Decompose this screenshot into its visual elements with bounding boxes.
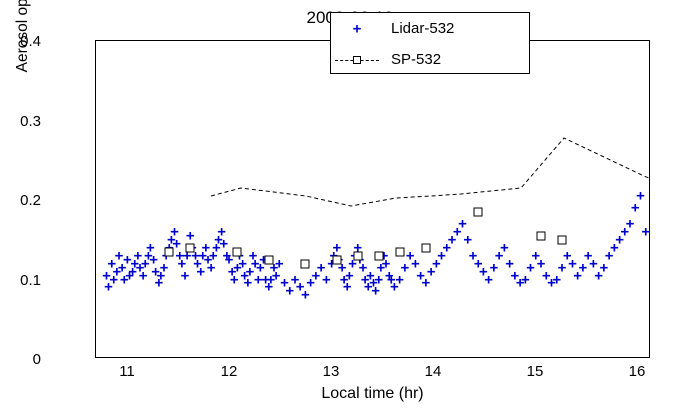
xtick-label-14: 14 [418,363,448,380]
ytick-label-0.1: 0.1 [11,272,41,289]
xtick-label-16: 16 [622,363,652,380]
sp-532-connector-line [96,41,651,359]
legend-entry-sp[interactable]: SP-532 [331,44,529,75]
lidar-data-point[interactable]: + [458,216,467,231]
lidar-data-point[interactable]: + [626,216,635,231]
ytick-label-0.3: 0.3 [11,113,41,130]
lidar-data-point[interactable]: + [641,224,650,239]
lidar-data-point[interactable]: + [181,268,190,283]
legend-lidar-marker: + [353,20,362,37]
sp-532-data-point[interactable] [353,251,362,260]
sp-532-data-point[interactable] [186,243,195,252]
lidar-data-point[interactable]: + [322,272,331,287]
xtick-label-15: 15 [520,363,550,380]
sp-532-data-point[interactable] [264,255,273,264]
ytick-label-0: 0 [11,351,41,368]
legend-sp-marker [353,56,361,64]
plot-area: 0.4 0.3 0.2 0.1 0 11 12 13 14 15 16 + + + +… [95,40,650,358]
ytick-label-0.2: 0.2 [11,192,41,209]
xtick-label-13: 13 [316,363,346,380]
lidar-data-point[interactable]: + [463,232,472,247]
sp-532-data-point[interactable] [374,251,383,260]
legend-lidar-label: Lidar-532 [391,20,454,37]
sp-532-data-point[interactable] [395,247,404,256]
sp-532-data-point[interactable] [165,247,174,256]
x-axis-label: Local time (hr) [95,385,650,403]
sp-532-data-point[interactable] [474,207,483,216]
sp-532-data-point[interactable] [233,247,242,256]
xtick-label-11: 11 [112,363,142,380]
sp-532-data-point[interactable] [421,243,430,252]
xtick-label-12: 12 [214,363,244,380]
sp-532-data-point[interactable] [301,259,310,268]
legend-box[interactable]: + Lidar-532 SP-532 [330,12,530,74]
lidar-data-point[interactable]: + [275,256,284,271]
chart-container: 2008-06-12 0.4 0.3 0.2 0.1 0 11 12 13 14… [0,0,700,420]
lidar-data-point[interactable]: + [636,189,645,204]
legend-sp-label: SP-532 [391,51,441,68]
sp-532-data-point[interactable] [332,255,341,264]
lidar-data-point[interactable]: + [500,240,509,255]
sp-532-data-point[interactable] [557,235,566,244]
y-axis-label: Aerosol optical depth [14,0,32,110]
sp-532-data-point[interactable] [537,231,546,240]
legend-entry-lidar[interactable]: + Lidar-532 [331,13,529,44]
